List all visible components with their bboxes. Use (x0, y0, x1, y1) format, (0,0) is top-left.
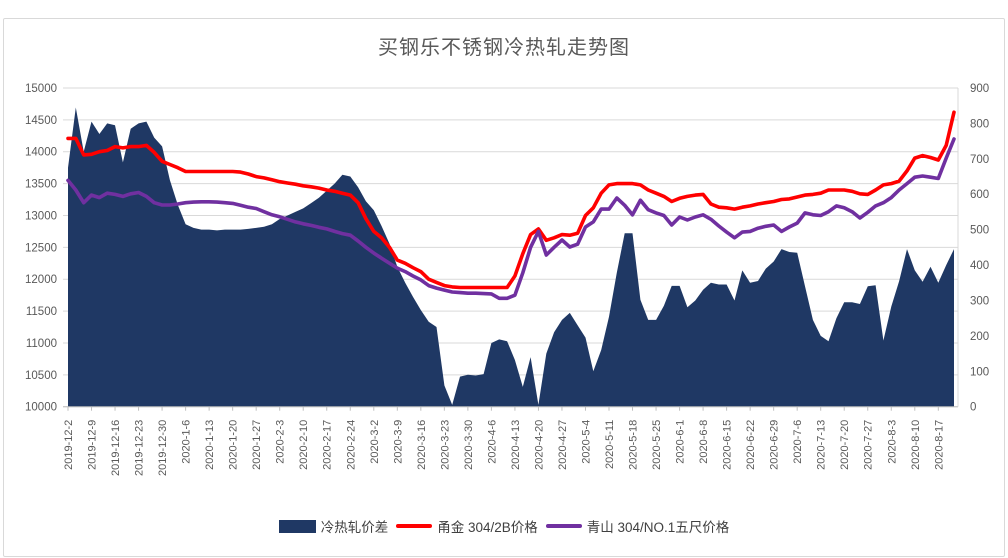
x-tick-label: 2020-6-8 (698, 420, 710, 464)
right-axis-label: 900 (970, 83, 989, 95)
x-tick-label: 2020-4-27 (557, 420, 569, 470)
left-axis-label: 10000 (25, 402, 57, 414)
x-tick-label: 2019-12-16 (110, 420, 122, 476)
x-tick-label: 2020-1-13 (204, 420, 216, 470)
x-tick-label: 2020-2-10 (298, 420, 310, 470)
x-tick-label: 2020-2-17 (322, 420, 334, 470)
x-tick-label: 2020-4-20 (533, 420, 545, 470)
x-tick-label: 2020-7-13 (816, 420, 828, 470)
spread-area-swatch (278, 519, 316, 533)
x-tick-label: 2020-3-16 (416, 420, 428, 470)
x-tick-label: 2020-1-20 (228, 420, 240, 470)
x-tick-label: 2020-3-23 (439, 420, 451, 470)
right-axis-label: 300 (970, 295, 989, 307)
right-axis-label: 700 (970, 154, 989, 166)
right-axis-label: 100 (970, 366, 989, 378)
line-series-2 (66, 137, 956, 301)
x-tick-label: 2020-8-3 (886, 420, 898, 464)
x-tick-label: 2020-7-27 (863, 420, 875, 470)
x-tick-label: 2019-12-30 (157, 420, 169, 476)
qingshan-legend-label: 青山 304/NO.1五尺价格 (586, 520, 730, 535)
right-axis-label: 0 (970, 402, 976, 414)
left-axis-label: 11000 (26, 338, 57, 350)
right-axis-label: 200 (970, 331, 989, 343)
right-axis-label: 400 (970, 260, 989, 272)
x-tick-label: 2020-6-1 (675, 420, 687, 464)
left-axis-label: 11500 (26, 306, 57, 318)
left-axis-label: 12500 (25, 242, 57, 254)
spread-legend-label: 冷热轧价差 (320, 520, 389, 535)
left-axis-label: 10500 (25, 370, 57, 382)
qingshan-line-swatch (545, 524, 582, 528)
line-series-1 (66, 110, 956, 290)
x-tick-label: 2020-8-17 (933, 420, 945, 470)
x-tick-label: 2020-1-6 (181, 420, 193, 464)
left-axis-label: 14000 (25, 147, 57, 159)
right-axis-label: 500 (970, 225, 989, 237)
spread-area-series (68, 107, 954, 407)
x-tick-label: 2020-3-9 (392, 420, 404, 464)
x-tick-label: 2020-5-18 (628, 420, 640, 470)
x-tick-label: 2020-6-15 (722, 420, 734, 470)
legend: 冷热轧价差 甬金 304/2B价格 青山 304/NO.1五尺价格 (0, 516, 1008, 536)
x-tick-label: 2020-4-6 (486, 420, 498, 464)
x-tick-label: 2020-3-2 (369, 420, 381, 464)
x-tick-label: 2020-6-29 (769, 420, 781, 470)
left-axis-label: 13000 (25, 210, 57, 222)
x-tick-label: 2020-2-24 (345, 420, 357, 470)
left-axis-label: 15000 (25, 83, 57, 95)
x-tick-label: 2020-7-20 (839, 420, 851, 470)
legend-item-yongjin: 甬金 304/2B价格 (396, 516, 538, 536)
x-tick-label: 2020-6-22 (745, 420, 757, 470)
x-tick-label: 2019-12-23 (134, 420, 146, 476)
legend-item-spread: 冷热轧价差 (278, 516, 389, 536)
x-tick-label: 2020-1-27 (251, 420, 263, 470)
x-tick-label: 2019-12-2 (63, 420, 75, 470)
yongjin-line-swatch (396, 524, 433, 528)
chart-title: 买钢乐不锈钢冷热轧走势图 (378, 37, 630, 59)
x-tick-label: 2020-5-25 (651, 420, 663, 470)
legend-item-qingshan: 青山 304/NO.1五尺价格 (545, 516, 730, 536)
x-tick-label: 2020-5-11 (604, 420, 616, 469)
x-tick-label: 2020-3-30 (463, 420, 475, 470)
x-tick-label: 2020-8-10 (910, 420, 922, 470)
x-tick-label: 2020-7-6 (792, 420, 804, 464)
x-tick-label: 2019-12-9 (87, 420, 99, 470)
left-axis-label: 14500 (25, 115, 57, 127)
x-tick-label: 2020-5-4 (580, 420, 592, 464)
x-tick-label: 2020-2-3 (275, 420, 287, 464)
left-axis-label: 12000 (25, 274, 57, 286)
x-tick-label: 2020-4-13 (510, 420, 522, 470)
right-axis-label: 600 (970, 189, 989, 201)
right-axis-label: 800 (970, 118, 989, 130)
left-axis-label: 13500 (25, 179, 57, 191)
yongjin-legend-label: 甬金 304/2B价格 (437, 520, 538, 535)
